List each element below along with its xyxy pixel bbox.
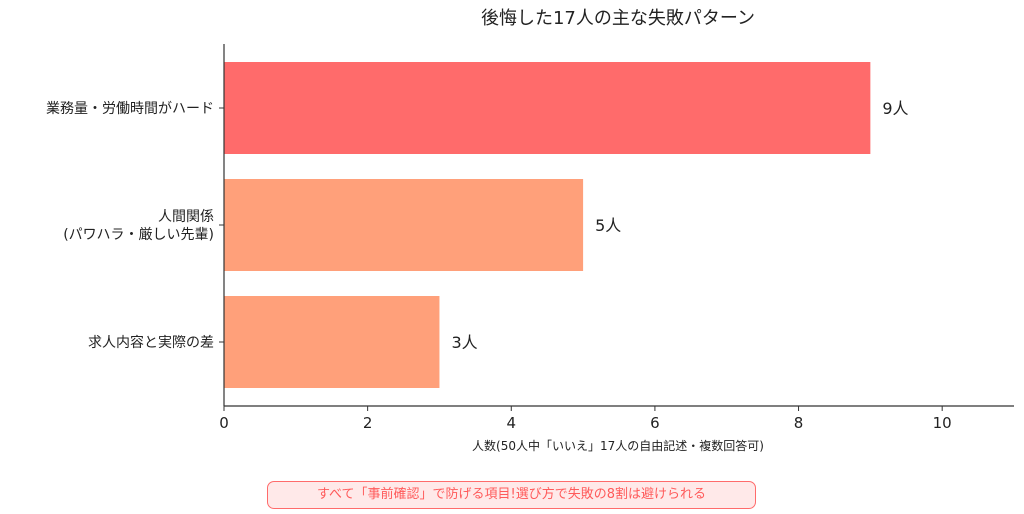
category-label-2: 求人内容と実際の差 [88,334,214,351]
x-axis-label: 人数(50人中「いいえ」17人の自由記述・複数回答可) [472,438,764,453]
x-tick-label-5: 10 [933,414,952,432]
bar-1 [224,179,584,271]
category-label-line: 求人内容と実際の差 [88,334,214,351]
bars-layer: 9人 5人 3人 [224,62,909,388]
value-label-0: 9人 [882,99,908,118]
category-label-1: 人間関係 (パワハラ・厳しい先輩) [63,209,214,243]
x-tick-label-4: 8 [794,414,804,432]
bar-2 [224,296,440,388]
x-tick-label-0: 0 [219,414,229,432]
category-label-line: 業務量・労働時間がハード [46,101,214,117]
value-label-1: 5人 [595,216,621,235]
category-label-line: 人間関係 [158,209,214,225]
bar-0 [224,62,871,154]
x-tick-label-3: 6 [650,414,660,432]
x-tick-label-1: 2 [363,414,373,432]
category-label-0: 業務量・労働時間がハード [46,101,214,117]
x-tick-label-2: 4 [506,414,516,432]
category-label-line: (パワハラ・厳しい先輩) [63,227,214,243]
callout-note: すべて「事前確認」で防げる項目!選び方で失敗の8割は避けられる [267,481,756,509]
value-label-2: 3人 [451,333,477,352]
chart-title: 後悔した17人の主な失敗パターン [481,8,755,29]
